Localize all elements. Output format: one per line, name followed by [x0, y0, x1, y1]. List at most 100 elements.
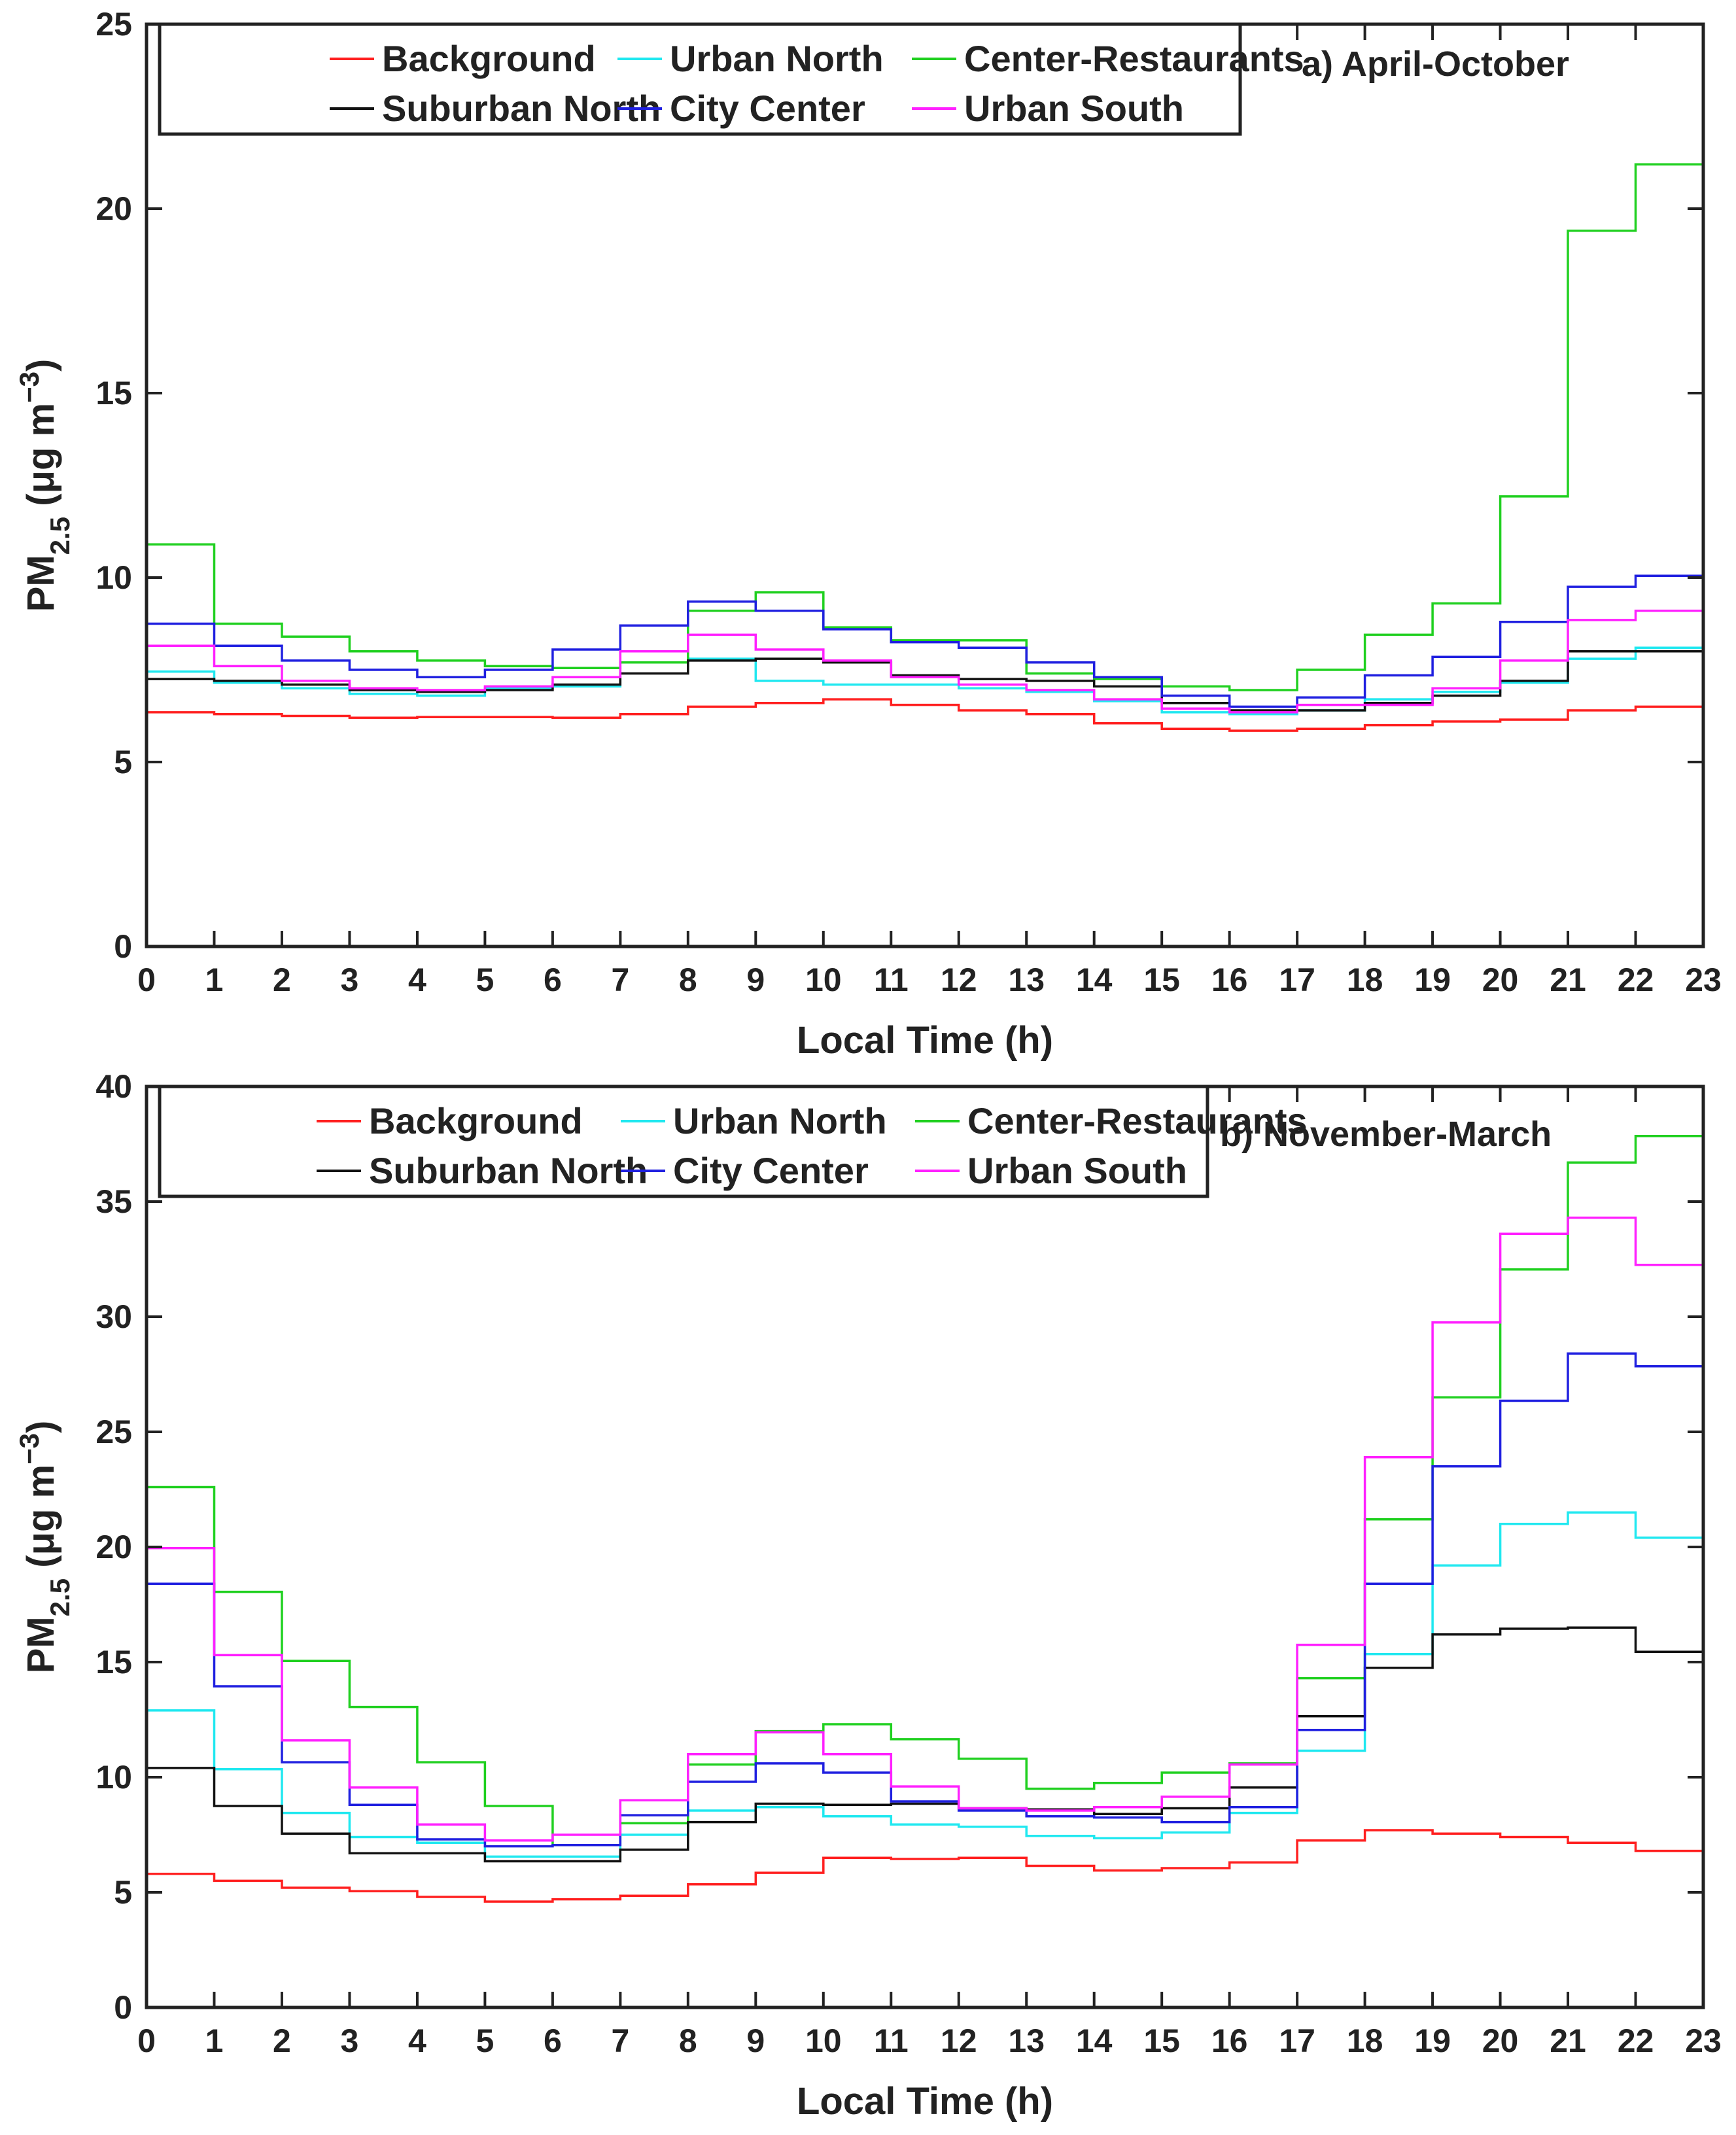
legend-label: Suburban North — [369, 1150, 648, 1191]
series-line-city-center — [147, 1352, 1703, 1848]
x-tick-label: 1 — [205, 962, 224, 998]
x-tick-label: 18 — [1347, 2022, 1383, 2059]
series-line-suburban-north — [147, 650, 1703, 712]
y-label-base: PM — [20, 555, 62, 612]
series-line-center-restaurants — [147, 1134, 1703, 1847]
x-tick-label: 11 — [874, 2022, 909, 2059]
legend-box — [158, 22, 1242, 136]
legend-label: City Center — [673, 1150, 869, 1191]
legend-label: Urban South — [964, 88, 1184, 129]
legend: Background Urban North Center-Restaurants S… — [158, 1085, 1308, 1198]
legend-label: Center-Restaurants — [967, 1100, 1308, 1141]
x-tick-label: 6 — [544, 2022, 562, 2059]
series-line-suburban-north — [147, 1626, 1703, 1863]
x-tick-label: 13 — [1008, 2022, 1045, 2059]
y-tick-label: 25 — [95, 1414, 132, 1450]
y-label-unit: (μg m — [20, 1465, 62, 1578]
x-tick-label: 17 — [1279, 962, 1315, 998]
x-tick-label: 18 — [1347, 962, 1383, 998]
x-tick-label: 17 — [1279, 2022, 1315, 2059]
legend-label: Urban South — [967, 1150, 1187, 1191]
x-tick-label: 22 — [1618, 2022, 1654, 2059]
x-tick-label: 9 — [746, 2022, 765, 2059]
x-tick-label: 3 — [341, 2022, 359, 2059]
legend-label: Urban North — [673, 1100, 887, 1141]
y-tick-label: 5 — [114, 744, 132, 780]
legend-box — [158, 1085, 1209, 1198]
x-tick-label: 4 — [408, 962, 426, 998]
axes-frame — [145, 1085, 1705, 2009]
y-tick-label: 25 — [95, 6, 132, 43]
legend-label: Background — [369, 1100, 583, 1141]
x-tick-label: 8 — [679, 962, 697, 998]
x-tick-label: 23 — [1685, 962, 1722, 998]
y-label-subscript: 2.5 — [44, 1578, 75, 1616]
y-tick-label: 35 — [95, 1183, 132, 1220]
x-tick-label: 0 — [137, 2022, 156, 2059]
series-line-urban-south — [147, 1216, 1703, 1842]
y-tick-label: 10 — [95, 559, 132, 596]
x-axis-label: Local Time (h) — [797, 2080, 1053, 2123]
y-tick-label: 15 — [95, 1644, 132, 1680]
x-tick-label: 2 — [273, 2022, 291, 2059]
x-tick-label: 12 — [941, 2022, 977, 2059]
x-tick-label: 10 — [805, 962, 842, 998]
legend-label: City Center — [670, 88, 865, 129]
x-tick-label: 15 — [1143, 2022, 1180, 2059]
y-label-superscript: −3 — [14, 372, 44, 403]
y-tick-label: 40 — [95, 1068, 132, 1105]
x-tick-label: 4 — [408, 2022, 426, 2059]
y-tick-label: 0 — [114, 1989, 132, 2026]
y-axis-label: PM2.5 (μg m−3) — [14, 1421, 75, 1674]
y-label-unit-close: ) — [20, 1421, 62, 1433]
x-tick-label: 5 — [476, 962, 494, 998]
legend-label: Suburban North — [382, 88, 661, 129]
x-tick-label: 21 — [1550, 2022, 1586, 2059]
series-line-city-center — [147, 574, 1703, 708]
series-line-center-restaurants — [147, 163, 1703, 691]
x-tick-label: 0 — [137, 962, 156, 998]
x-tick-label: 6 — [544, 962, 562, 998]
x-tick-label: 11 — [874, 962, 909, 998]
x-tick-label: 12 — [941, 962, 977, 998]
x-tick-label: 16 — [1211, 2022, 1248, 2059]
y-label-subscript: 2.5 — [44, 517, 75, 555]
chart-panel-b: 0 1 2 3 4 5 6 7 8 9 10 11 12 13 14 15 16 17 18 19 20 21 22 2305… — [14, 1068, 1722, 2123]
x-tick-label: 2 — [273, 962, 291, 998]
x-tick-label: 20 — [1482, 962, 1519, 998]
x-tick-label: 7 — [611, 962, 629, 998]
y-axis-label: PM2.5 (μg m−3) — [14, 359, 75, 612]
y-label-base: PM — [20, 1616, 62, 1673]
x-tick-label: 7 — [611, 2022, 629, 2059]
y-tick-label: 15 — [95, 375, 132, 411]
y-tick-label: 20 — [95, 190, 132, 227]
legend-label: Center-Restaurants — [964, 38, 1304, 79]
panel-label: a) April-October — [1302, 44, 1569, 84]
legend-label: Urban North — [670, 38, 884, 79]
series-line-background — [147, 698, 1703, 732]
x-tick-label: 15 — [1143, 962, 1180, 998]
axes-frame — [145, 22, 1705, 948]
series-line-background — [147, 1829, 1703, 1903]
x-tick-label: 19 — [1414, 2022, 1451, 2059]
x-tick-label: 10 — [805, 2022, 842, 2059]
y-label-superscript: −3 — [14, 1433, 44, 1465]
legend: Background Urban North Center-Restaurants S… — [158, 22, 1304, 136]
y-tick-label: 30 — [95, 1298, 132, 1335]
chart-panel-a: 0 1 2 3 4 5 6 7 8 9 10 11 12 13 14 15 16 17 18 19 20 21 22 2305… — [14, 6, 1722, 1062]
y-tick-label: 20 — [95, 1529, 132, 1565]
x-tick-label: 22 — [1618, 962, 1654, 998]
x-tick-label: 19 — [1414, 962, 1451, 998]
x-tick-label: 3 — [341, 962, 359, 998]
x-tick-label: 13 — [1008, 962, 1045, 998]
x-tick-label: 9 — [746, 962, 765, 998]
x-tick-label: 23 — [1685, 2022, 1722, 2059]
y-label-unit-close: ) — [20, 359, 62, 372]
y-tick-label: 5 — [114, 1874, 132, 1911]
y-label-unit: (μg m — [20, 403, 62, 517]
x-tick-label: 1 — [205, 2022, 224, 2059]
y-tick-label: 0 — [114, 928, 132, 965]
x-axis-label: Local Time (h) — [797, 1019, 1053, 1062]
x-tick-label: 8 — [679, 2022, 697, 2059]
